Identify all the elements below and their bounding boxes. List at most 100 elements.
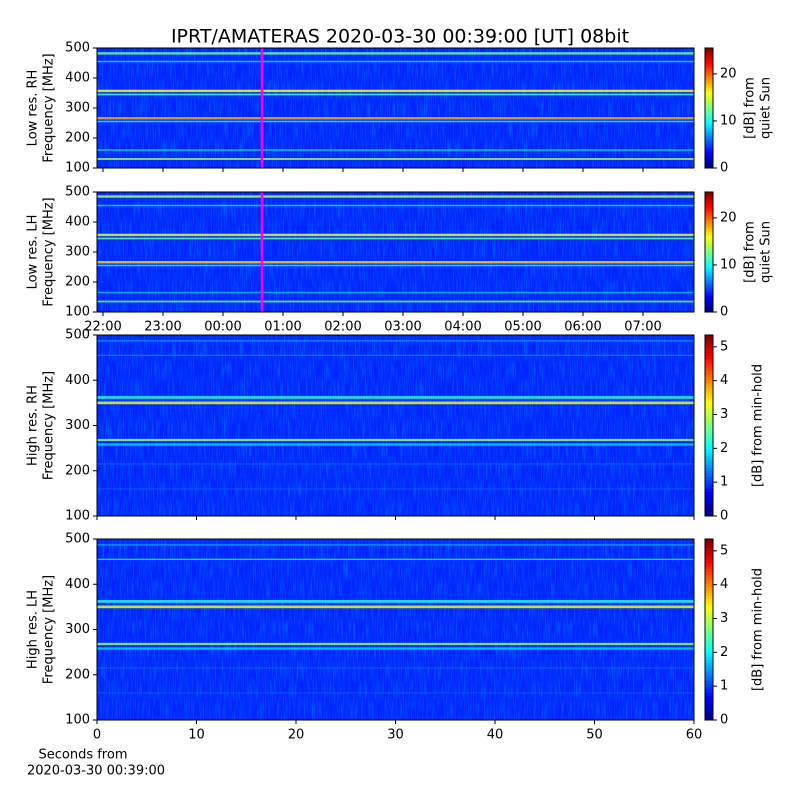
colorbar-segment xyxy=(705,302,713,305)
colorbar-segment xyxy=(705,389,713,393)
colorbar-segment xyxy=(705,218,713,221)
colorbar-segment xyxy=(705,674,713,679)
emission-band xyxy=(97,117,694,120)
colorbar-segment xyxy=(705,126,713,129)
emission-band xyxy=(97,401,694,405)
colorbar-segment xyxy=(705,386,713,390)
y-tick-label: 400 xyxy=(65,577,90,592)
colorbar-segment xyxy=(705,62,713,65)
colorbar-segment xyxy=(705,122,713,125)
x-tick-label: 60 xyxy=(686,728,703,743)
y-tick-label: 200 xyxy=(65,275,90,290)
colorbar-segment xyxy=(705,78,713,81)
colorbar-segment xyxy=(705,578,713,582)
y-tick-label: 500 xyxy=(65,185,90,200)
colorbar-segment xyxy=(705,362,713,366)
colorbar-segment xyxy=(705,392,713,396)
colorbar-segment xyxy=(705,473,713,478)
plot-area xyxy=(97,48,694,168)
colorbar-segment xyxy=(705,479,713,484)
colorbar-segment xyxy=(705,238,713,241)
y-tick-label: 100 xyxy=(65,713,90,728)
colorbar-segment xyxy=(705,244,713,247)
colorbar-tick-label: 3 xyxy=(720,611,728,626)
x-tick-label: 10 xyxy=(188,728,205,743)
colorbar-segment xyxy=(705,92,713,95)
colorbar-segment xyxy=(705,296,713,299)
colorbar-segment xyxy=(705,476,713,481)
colorbar-segment xyxy=(705,258,713,261)
colorbar-tick-label: 0 xyxy=(720,161,728,176)
colorbar-segment xyxy=(705,347,713,351)
emission-band xyxy=(97,195,694,198)
colorbar-segment xyxy=(705,341,713,345)
colorbar-segment xyxy=(705,665,713,670)
y-tick-label: 500 xyxy=(65,532,90,547)
colorbar-tick-label: 20 xyxy=(720,66,737,81)
colorbar-label: [dB] from min-hold xyxy=(751,364,766,487)
colorbar-segment xyxy=(705,686,713,691)
colorbar-tick-label: 4 xyxy=(720,373,728,388)
x-tick-label: 22:00 xyxy=(84,320,121,335)
colorbar-segment xyxy=(705,548,713,552)
colorbar-segment xyxy=(705,677,713,682)
x-tick-label: 07:00 xyxy=(624,320,661,335)
emission-band xyxy=(97,692,694,694)
colorbar-segment xyxy=(705,212,713,215)
colorbar-segment xyxy=(705,306,713,309)
colorbar-segment xyxy=(705,701,713,706)
x-axis-label: 2020-03-30 00:39:00 xyxy=(27,764,165,779)
y-tick-label: 200 xyxy=(65,667,90,682)
colorbar-segment xyxy=(705,294,713,297)
colorbar-segment xyxy=(705,689,713,694)
colorbar-segment xyxy=(705,162,713,165)
colorbar-segment xyxy=(705,246,713,249)
colorbar-segment xyxy=(705,154,713,157)
colorbar-segment xyxy=(705,671,713,676)
x-tick-label: 06:00 xyxy=(564,320,601,335)
colorbar-segment xyxy=(705,467,713,472)
emission-band xyxy=(97,300,694,303)
colorbar-segment xyxy=(705,500,713,505)
colorbar-segment xyxy=(705,112,713,115)
colorbar-segment xyxy=(705,503,713,508)
colorbar-segment xyxy=(705,98,713,101)
colorbar-segment xyxy=(705,124,713,127)
plot-area xyxy=(97,539,694,720)
y-tick-label: 500 xyxy=(65,328,90,343)
colorbar-segment xyxy=(705,250,713,253)
x-tick-label: 23:00 xyxy=(144,320,181,335)
colorbar-segment xyxy=(705,68,713,71)
colorbar-segment xyxy=(705,224,713,227)
colorbar-segment xyxy=(705,194,713,197)
colorbar-segment xyxy=(705,593,713,597)
colorbar-segment xyxy=(705,401,713,405)
colorbar-segment xyxy=(705,260,713,263)
colorbar-segment xyxy=(705,359,713,363)
colorbar-segment xyxy=(705,72,713,75)
colorbar-segment xyxy=(705,116,713,119)
colorbar-segment xyxy=(705,446,713,451)
colorbar-tick-label: 10 xyxy=(720,113,737,128)
colorbar-segment xyxy=(705,108,713,111)
emission-band xyxy=(97,291,694,294)
colorbar-segment xyxy=(705,248,713,251)
colorbar-segment xyxy=(705,704,713,709)
colorbar-label: [dB] from xyxy=(743,77,758,139)
colorbar-segment xyxy=(705,202,713,205)
colorbar-segment xyxy=(705,300,713,303)
emission-band xyxy=(97,149,694,151)
colorbar-frame xyxy=(704,47,714,169)
emission-band xyxy=(97,233,694,237)
colorbar-segment xyxy=(705,96,713,99)
colorbar-segment xyxy=(705,298,713,301)
colorbar-segment xyxy=(705,470,713,475)
colorbar-segment xyxy=(705,64,713,67)
colorbar-segment xyxy=(705,605,713,609)
colorbar-segment xyxy=(705,192,713,195)
colorbar-frame xyxy=(704,334,714,517)
colorbar-segment xyxy=(705,464,713,469)
colorbar-segment xyxy=(705,683,713,688)
colorbar-tick-label: 4 xyxy=(720,577,728,592)
